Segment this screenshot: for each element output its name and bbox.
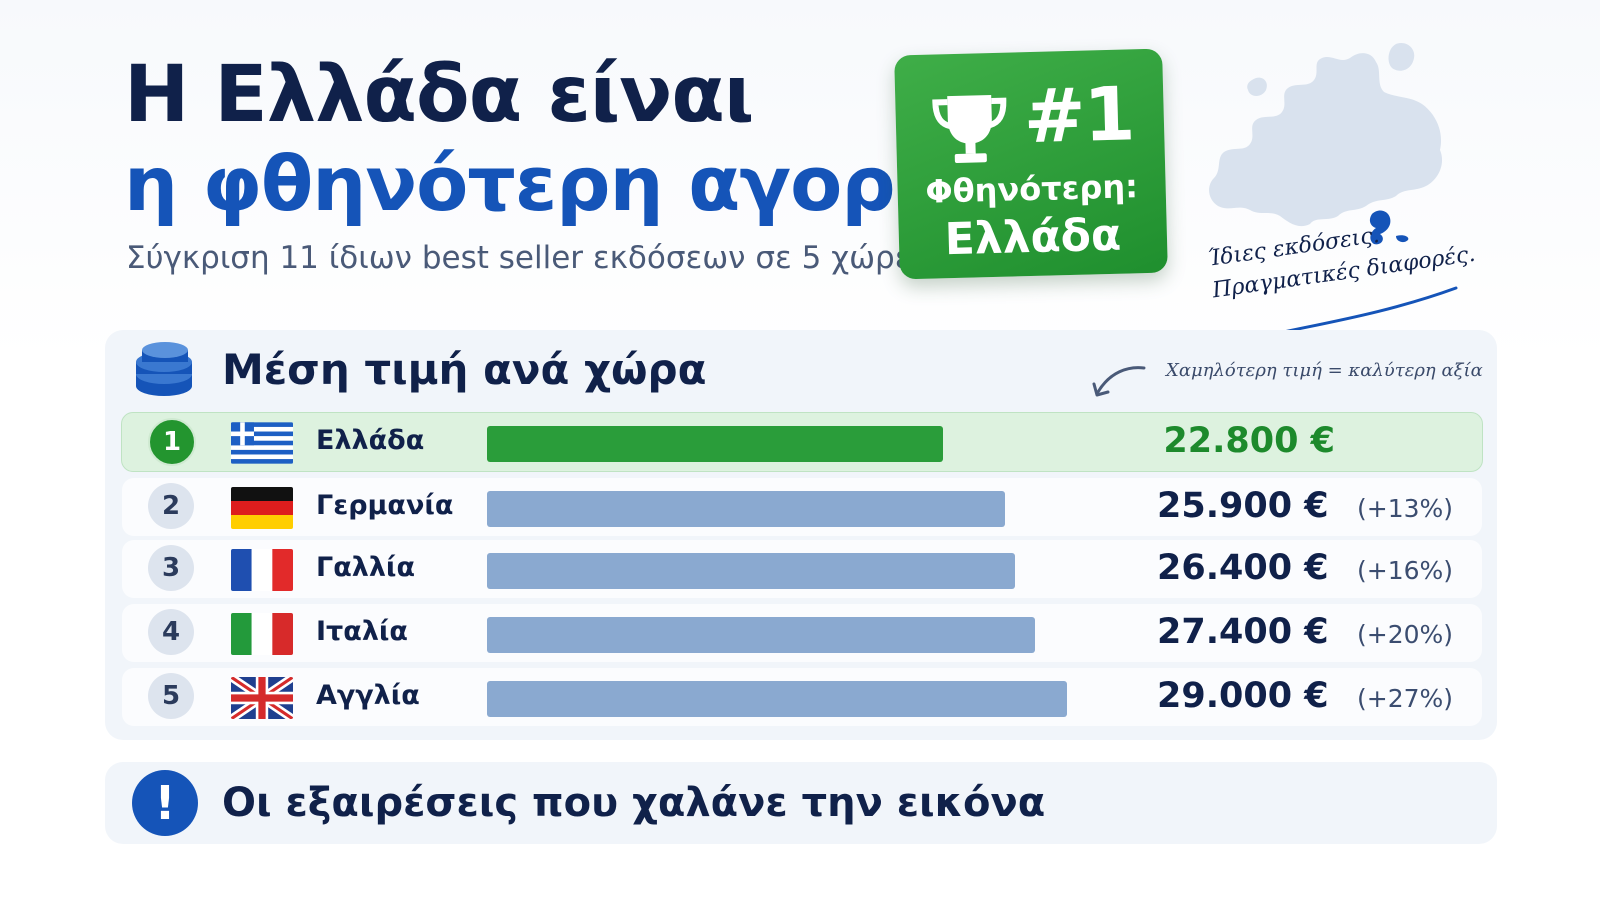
bar-mark xyxy=(487,426,943,462)
price-panel-title: Μέση τιμή ανά χώρα xyxy=(222,345,707,394)
bar-mark xyxy=(487,681,1067,717)
badge-rank: #1 xyxy=(1022,71,1135,161)
germany-flag xyxy=(231,487,293,529)
bar-mark xyxy=(487,617,1035,653)
rank-badge: 2 xyxy=(148,483,194,529)
bar-mark xyxy=(487,491,1005,527)
value-label: 22.800 € xyxy=(1163,421,1335,461)
exceptions-panel-title: Οι εξαιρέσεις που χαλάνε την εικόνα xyxy=(222,780,1046,826)
greece-flag xyxy=(231,422,293,464)
chart-row: 5 Αγγλία 29.000 € (+27%) xyxy=(122,668,1482,726)
rank-badge: 5 xyxy=(148,673,194,719)
france-flag xyxy=(231,549,293,591)
chart-row: 2 Γερμανία 25.900 € (+13%) xyxy=(122,478,1482,536)
cheapest-badge: #1 Φθηνότερη: Ελλάδα xyxy=(894,48,1168,280)
percent-diff-label: (+13%) xyxy=(1357,494,1454,523)
value-label: 29.000 € xyxy=(1157,676,1329,716)
value-label: 27.400 € xyxy=(1157,612,1329,652)
value-label: 25.900 € xyxy=(1157,486,1329,526)
page-title-line2: η φθηνότερη αγορά xyxy=(124,139,947,228)
exceptions-panel xyxy=(105,762,1497,844)
chart-row: 3 Γαλλία 26.400 € (+16%) xyxy=(122,540,1482,598)
percent-diff-label: (+27%) xyxy=(1357,684,1454,713)
trophy-icon xyxy=(932,95,1007,163)
uk-flag xyxy=(231,677,293,719)
category-label: Αγγλία xyxy=(316,680,420,711)
percent-diff-label: (+16%) xyxy=(1357,556,1454,585)
chart-row: 4 Ιταλία 27.400 € (+20%) xyxy=(122,604,1482,662)
category-label: Ιταλία xyxy=(316,616,408,647)
page-subtitle: Σύγκριση 11 ίδιων best seller εκδόσεων σ… xyxy=(126,240,930,276)
badge-label-line2: Ελλάδα xyxy=(944,209,1122,266)
category-label: Γαλλία xyxy=(316,552,415,583)
europe-map-icon xyxy=(1209,42,1443,245)
category-label: Ελλάδα xyxy=(316,425,425,456)
rank-badge: 4 xyxy=(148,609,194,655)
value-label: 26.400 € xyxy=(1157,548,1329,588)
bar-mark xyxy=(487,553,1015,589)
exclamation-icon: ! xyxy=(132,770,198,836)
italy-flag xyxy=(231,613,293,655)
coins-icon xyxy=(136,342,192,396)
rank-badge: 1 xyxy=(148,418,196,466)
curved-arrow-icon xyxy=(1092,366,1146,397)
tagline-underline xyxy=(1272,286,1458,336)
category-label: Γερμανία xyxy=(316,490,454,521)
badge-label-line1: Φθηνότερη: xyxy=(924,167,1139,211)
price-hint: Χαμηλότερη τιμή = καλύτερη αξία xyxy=(1166,360,1483,381)
chart-row: 1 Ελλάδα 22.800 € xyxy=(121,412,1483,472)
percent-diff-label: (+20%) xyxy=(1357,620,1454,649)
rank-badge: 3 xyxy=(148,545,194,591)
page-title-line1: Η Ελλάδα είναι xyxy=(124,50,754,140)
